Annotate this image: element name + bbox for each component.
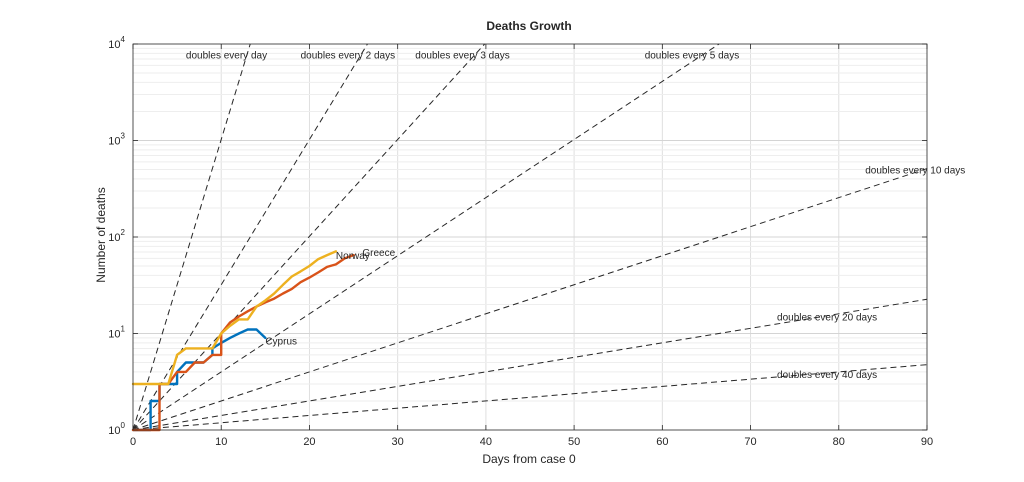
y-axis-label: Number of deaths bbox=[94, 187, 108, 282]
reference-line-label: doubles every 5 days bbox=[645, 50, 740, 61]
y-tick-label: 103 bbox=[108, 132, 125, 148]
x-tick-label: 10 bbox=[215, 436, 227, 448]
y-tick-base: 10 bbox=[108, 329, 120, 341]
y-tick-exponent: 3 bbox=[121, 132, 126, 141]
y-tick-label: 101 bbox=[108, 325, 125, 341]
y-tick-base: 10 bbox=[108, 425, 120, 437]
series-line-cyprus bbox=[131, 328, 267, 432]
reference-line-label: doubles every 20 days bbox=[777, 313, 877, 324]
reference-line-label: doubles every 10 days bbox=[865, 166, 965, 177]
y-tick-base: 10 bbox=[108, 136, 120, 148]
series-label-greece: Greece bbox=[362, 248, 395, 259]
reference-line-doubling bbox=[132, 43, 720, 431]
reference-lines bbox=[132, 43, 928, 431]
x-tick-label: 90 bbox=[921, 436, 933, 448]
y-tick-label: 104 bbox=[108, 35, 125, 51]
reference-line-doubling bbox=[132, 43, 486, 431]
x-axis-label: Days from case 0 bbox=[482, 452, 576, 466]
reference-line-doubling bbox=[132, 43, 251, 431]
x-tick-label: 20 bbox=[303, 436, 315, 448]
y-tick-label: 100 bbox=[108, 421, 125, 437]
y-tick-exponent: 4 bbox=[121, 35, 126, 44]
y-tick-base: 10 bbox=[108, 39, 120, 51]
grid-layer bbox=[133, 44, 927, 430]
x-tick-label: 80 bbox=[833, 436, 845, 448]
reference-line-doubling bbox=[132, 298, 928, 431]
y-tick-exponent: 0 bbox=[121, 421, 126, 430]
annotations: doubles every day doubles every 2 days dou… bbox=[186, 50, 965, 381]
reference-line-label: doubles every 3 days bbox=[415, 50, 510, 61]
x-tick-label: 60 bbox=[656, 436, 668, 448]
series-line-norway bbox=[131, 250, 338, 386]
x-tick-label: 0 bbox=[130, 436, 136, 448]
y-tick-base: 10 bbox=[108, 232, 120, 244]
reference-line-doubling bbox=[132, 43, 368, 431]
series-label-cyprus: Cyprus bbox=[265, 336, 297, 347]
chart-title: Deaths Growth bbox=[486, 19, 571, 33]
x-tick-label: 50 bbox=[568, 436, 580, 448]
y-tick-exponent: 1 bbox=[121, 325, 126, 334]
y-tick-exponent: 2 bbox=[121, 228, 126, 237]
x-tick-label: 40 bbox=[480, 436, 492, 448]
reference-line-label: doubles every day bbox=[186, 50, 267, 61]
x-tick-label: 30 bbox=[392, 436, 404, 448]
reference-line-label: doubles every 40 days bbox=[777, 370, 877, 381]
reference-line-label: doubles every 2 days bbox=[301, 50, 396, 61]
x-tick-label: 70 bbox=[744, 436, 756, 448]
series-lines bbox=[131, 250, 355, 432]
series-label-norway: Norway bbox=[336, 251, 370, 262]
y-tick-label: 102 bbox=[108, 228, 125, 244]
reference-line-doubling bbox=[132, 364, 928, 431]
